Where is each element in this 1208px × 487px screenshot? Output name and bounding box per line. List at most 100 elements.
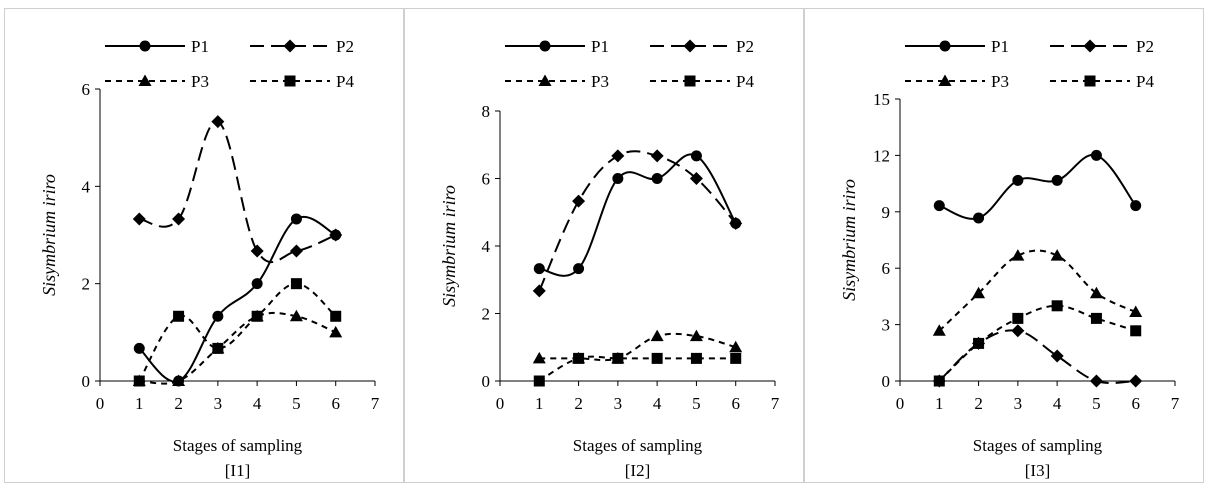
series-line [938, 329, 1136, 384]
data-point [1129, 374, 1143, 388]
x-tick-label: 7 [371, 394, 380, 413]
chart-i1: P1 P2 P3 P4 0 2 4 6 0 1 2 3 4 5 6 7 Sisymbrium iriro Stag… [39, 37, 380, 480]
legend-marker-diamond [1083, 39, 1097, 53]
data-point [972, 286, 986, 299]
data-point [730, 352, 742, 364]
data-point [932, 324, 946, 336]
x-tick-label: 3 [1014, 394, 1023, 413]
data-point [290, 213, 302, 225]
data-point [211, 115, 225, 129]
series-p1 [533, 150, 742, 277]
legend-label: P4 [336, 72, 354, 91]
y-tick-label: 15 [873, 90, 890, 109]
y-tick-label: 6 [82, 80, 91, 99]
data-point [689, 172, 703, 185]
series-line [138, 215, 337, 383]
data-point [650, 149, 664, 163]
legend: P1 P2 P3 P4 [905, 37, 1154, 91]
data-point [1011, 249, 1025, 261]
series-line [938, 249, 1137, 332]
x-tick-label: 6 [1131, 394, 1140, 413]
chart-panel-i3: P1 P2 P3 P4 0 3 6 9 12 15 0 1 2 3 4 5 6 7 Sisymbrium iriro… [804, 8, 1204, 483]
x-tick-label: 3 [214, 394, 223, 413]
series-p1 [133, 213, 342, 387]
x-tick-label: 7 [1171, 394, 1180, 413]
data-point [973, 337, 985, 349]
series-p4 [133, 278, 342, 387]
data-point [1012, 174, 1024, 186]
legend-label: P1 [591, 37, 609, 56]
y-tick-label: 6 [882, 259, 891, 278]
data-point [612, 352, 624, 364]
legend-marker-circle [539, 40, 551, 52]
legend-label: P4 [736, 72, 754, 91]
y-tick-label: 4 [82, 177, 91, 196]
data-point [1130, 200, 1142, 212]
y-tick-label: 12 [873, 146, 890, 165]
x-tick-label: 0 [96, 394, 105, 413]
data-point [132, 212, 146, 226]
y-tick-label: 4 [482, 237, 491, 256]
x-tick-label: 4 [1053, 394, 1062, 413]
x-tick-label: 7 [771, 394, 780, 413]
data-point [289, 309, 303, 322]
series-line [938, 304, 1137, 382]
series-line [938, 153, 1137, 220]
x-tick-label: 5 [292, 394, 301, 413]
data-point [651, 352, 663, 364]
series-line [139, 311, 337, 385]
y-tick-label: 0 [482, 372, 491, 391]
x-tick-label: 6 [331, 394, 340, 413]
x-tick-label: 3 [614, 394, 623, 413]
series-p4 [533, 352, 742, 387]
x-tick-label: 4 [653, 394, 662, 413]
legend-label: P3 [591, 72, 609, 91]
series-line [539, 332, 736, 362]
data-point [212, 310, 224, 322]
data-point [1129, 305, 1143, 318]
data-point [533, 263, 545, 275]
data-point [690, 352, 702, 364]
y-tick-label: 8 [482, 102, 491, 121]
y-tick-label: 6 [482, 170, 491, 189]
series-line [539, 153, 737, 277]
data-point [611, 149, 625, 163]
data-point [173, 310, 185, 322]
data-point [1089, 374, 1103, 388]
x-tick-label: 4 [253, 394, 262, 413]
legend-marker-square [1084, 75, 1096, 87]
data-point [1012, 312, 1024, 324]
y-tick-label: 0 [882, 372, 891, 391]
legend-marker-diamond [683, 39, 697, 53]
data-point [251, 278, 263, 290]
data-point [651, 173, 663, 184]
data-point [1089, 286, 1103, 299]
data-point [572, 194, 586, 208]
legend-label: P2 [336, 37, 354, 56]
y-tick-label: 3 [882, 316, 891, 335]
y-axis-title: Sisymbrium iriro [39, 174, 59, 296]
legend: P1 P2 P3 P4 [505, 37, 754, 91]
legend-label: P1 [991, 37, 1009, 56]
legend: P1 P2 P3 P4 [105, 37, 354, 91]
legend-marker-square [284, 75, 296, 87]
data-point [172, 212, 186, 226]
data-point [573, 352, 585, 364]
x-tick-label: 5 [1092, 394, 1101, 413]
data-point [650, 329, 664, 342]
data-point [251, 310, 263, 322]
data-point [172, 374, 186, 386]
legend-label: P4 [1136, 72, 1154, 91]
x-tick-label: 0 [896, 394, 905, 413]
data-point [729, 216, 743, 230]
series-line [139, 120, 337, 264]
legend-label: P1 [191, 37, 209, 56]
series-p2 [132, 115, 343, 264]
data-point [290, 278, 302, 290]
x-axis-title: Stages of sampling [573, 436, 703, 455]
x-tick-label: 1 [535, 394, 544, 413]
y-tick-label: 9 [882, 203, 891, 222]
data-point [573, 263, 585, 275]
